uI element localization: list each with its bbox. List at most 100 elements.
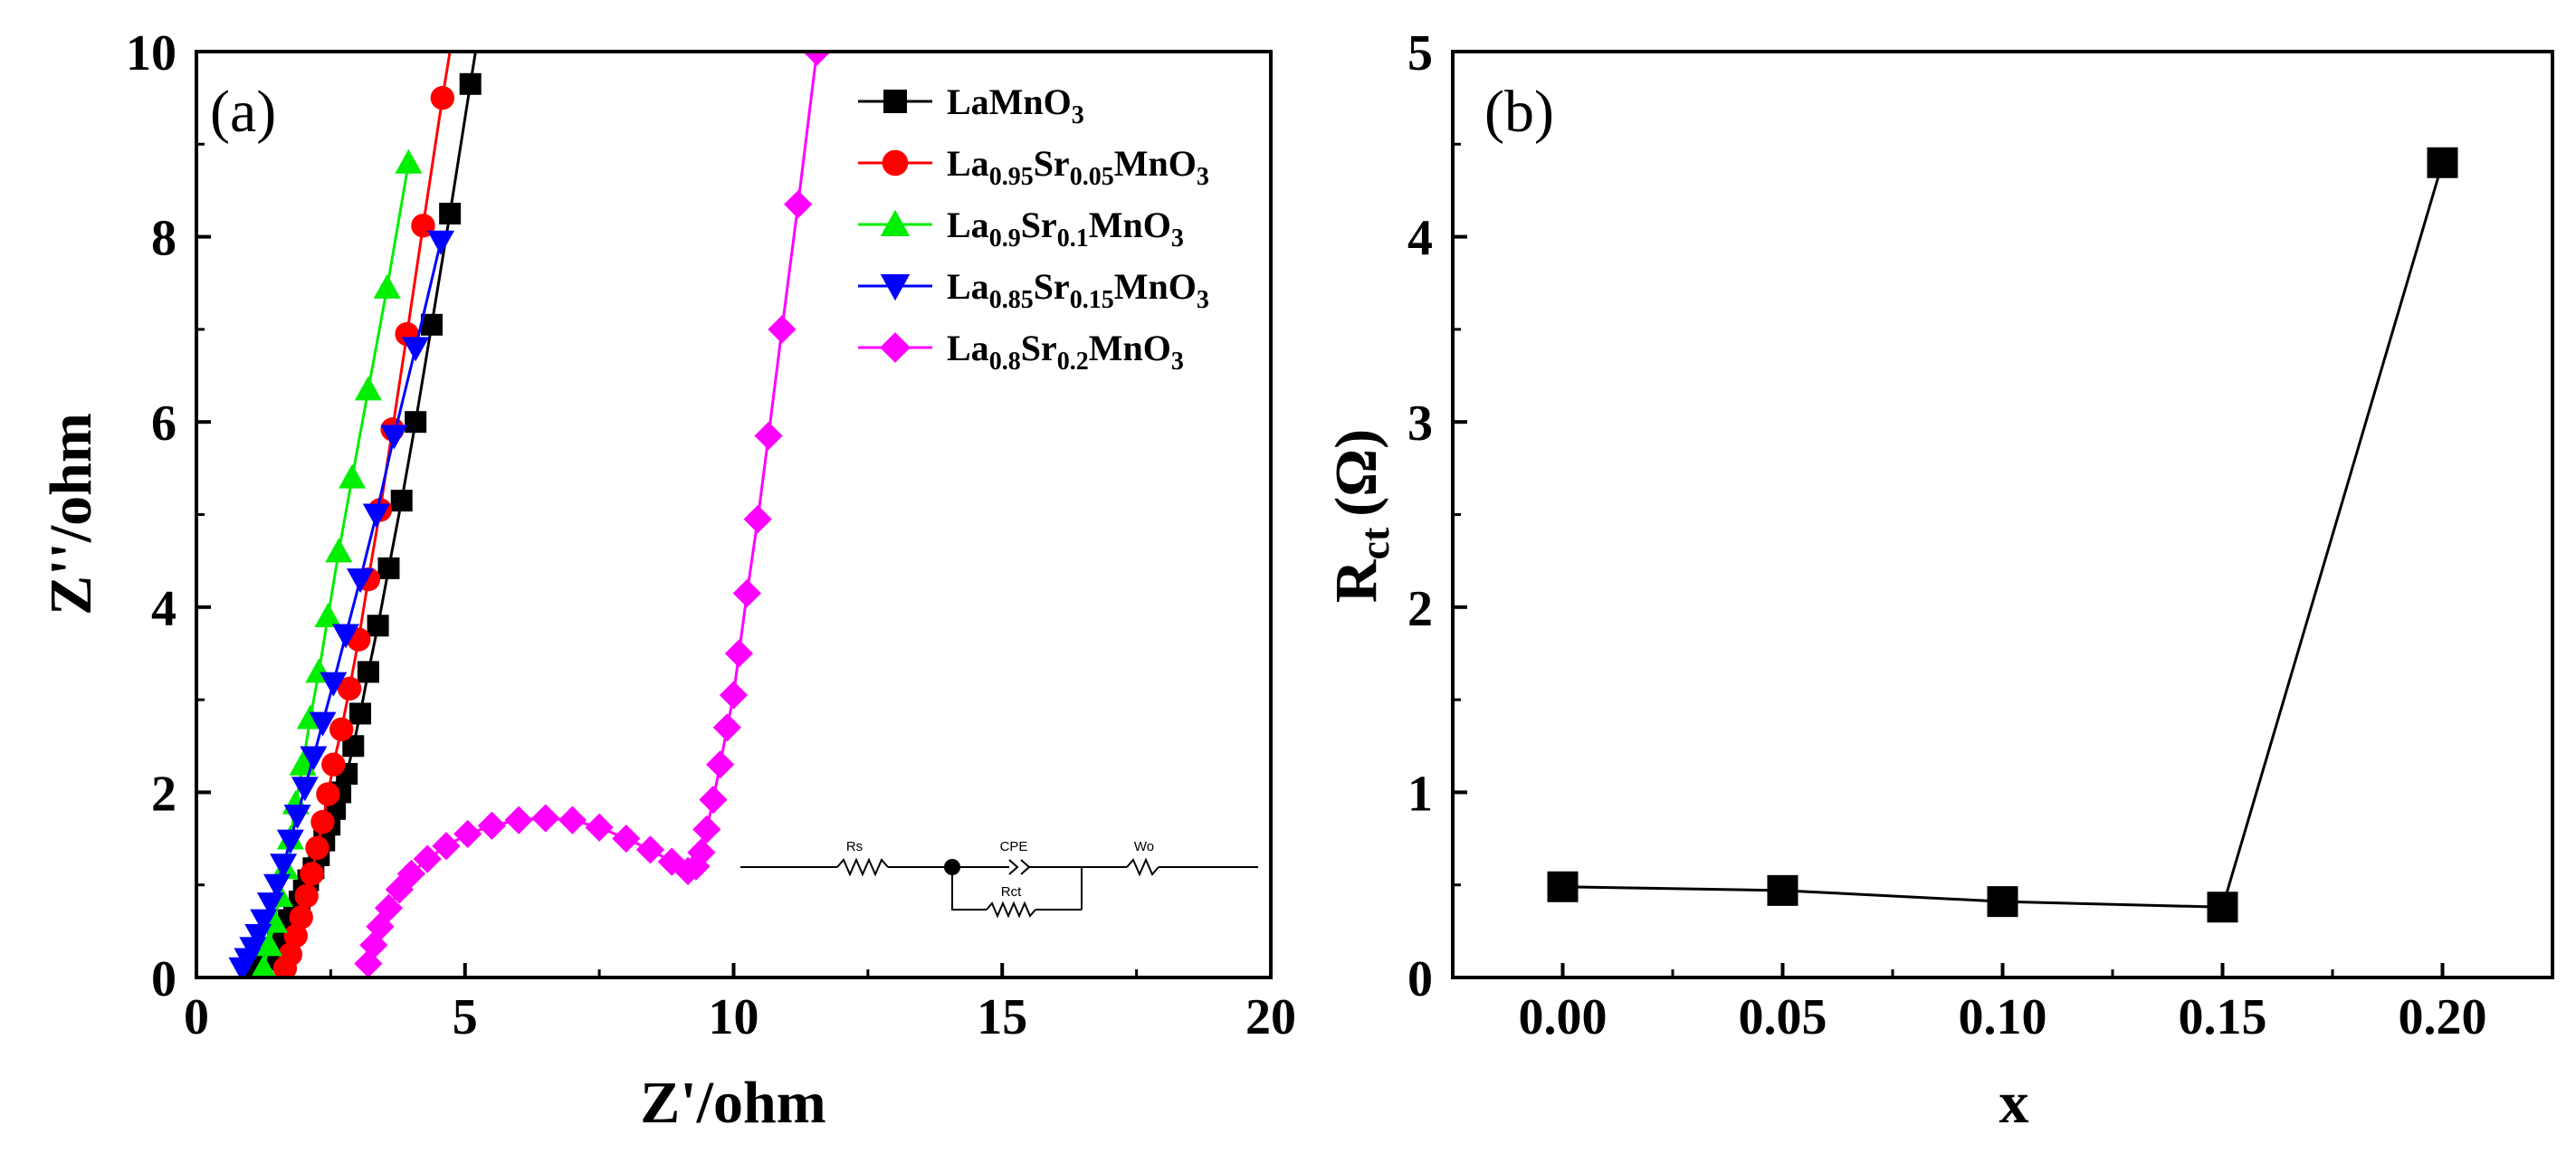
b-y-tick-label: 1 [1407,766,1433,822]
a-legend-label: La0.8Sr0.2MnO3 [947,328,1184,376]
circuit-label-cpe: CPE [1000,839,1028,854]
wo-warburg [1126,857,1159,877]
a-data-point [373,273,401,299]
b-data-point [1767,874,1798,906]
b-plot-frame [1451,50,2554,979]
a-data-point [531,804,560,833]
a-data-point [504,806,533,835]
b-y-axis-title-sub: ct [1351,527,1398,559]
a-panel-label: (a) [210,79,276,145]
a-x-tick-label: 20 [1245,989,1296,1045]
b-y-axis-title-unit: (Ω) [1323,429,1389,517]
a-y-tick-label: 0 [151,951,177,1007]
b-x-axis-title: x [1999,1070,2029,1136]
a-data-point [413,844,442,873]
a-data-point [420,313,443,336]
a-data-point [294,883,319,909]
a-y-axis-title: Z''/ohm [38,413,104,615]
a-axis-ticks: 0 5 10 15 20 0 2 4 6 8 10 [126,25,1296,1045]
a-data-point [754,421,783,451]
a-data-point [768,315,797,344]
a-data-point [385,875,414,904]
a-data-point [390,490,413,512]
a-data-point [329,717,354,742]
b-x-tick-label: 0.15 [2179,989,2267,1045]
a-data-point [712,713,741,742]
a-legend-item: La0.8Sr0.2MnO3 [858,328,1184,376]
a-data-point [263,873,291,899]
a-series-1 [272,52,455,978]
a-data-point [405,411,427,434]
a-legend-label: LaMnO3 [947,81,1084,129]
a-x-tick-label: 0 [184,989,209,1045]
a-data-point [278,942,303,967]
a-data-point [291,777,319,802]
a-data-point [430,85,455,110]
a-data-point [706,750,735,779]
a-data-point [687,838,716,867]
b-data-point [1547,871,1579,902]
b-data-point [2427,147,2458,178]
b-series-layer [1547,147,2458,923]
a-data-point [432,832,461,861]
a-y-tick-label: 4 [151,581,177,637]
a-data-point [367,615,389,637]
a-data-point [732,578,761,608]
a-y-tick-label: 8 [151,211,177,267]
a-x-axis-title: Z'/ohm [640,1070,825,1136]
a-data-point [289,905,313,930]
a-data-point [321,752,346,777]
b-data-point [1987,886,2018,918]
a-data-point [300,862,324,886]
equivalent-circuit-inset: Rs CPE Wo Rct [740,839,1258,919]
b-axis-ticks: 0.00 0.05 0.10 0.15 0.20 0 1 2 3 4 5 [1407,25,2554,1045]
b-y-tick-label: 3 [1407,396,1433,452]
b-y-tick-label: 5 [1407,25,1433,81]
a-legend: LaMnO3 La0.95Sr0.05MnO3 La0.9Sr0.1MnO3 La0.… [858,81,1209,376]
a-legend-marker [880,332,911,363]
a-legend-item: La0.85Sr0.15MnO3 [858,266,1209,314]
a-data-point [255,931,283,957]
a-data-point [380,424,408,450]
a-data-point [453,819,482,849]
a-legend-marker [883,90,907,113]
a-data-point [325,538,353,563]
a-data-point [362,503,390,529]
a-data-point [719,681,749,710]
b-data-point [2207,892,2238,923]
b-y-tick-label: 4 [1407,211,1433,267]
a-data-point [402,337,430,362]
a-data-point [377,557,400,579]
a-data-point [310,809,335,835]
a-data-point [347,568,375,594]
a-data-point [339,463,367,489]
a-series-line [262,162,410,969]
b-panel-label: (b) [1484,79,1554,145]
cpe-symbol [1020,859,1031,875]
a-data-point [251,954,277,978]
a-legend-item: La0.9Sr0.1MnO3 [858,205,1184,253]
a-legend-item: La0.95Sr0.05MnO3 [858,143,1209,191]
a-data-point [558,806,587,835]
circuit-wire [951,867,987,911]
b-x-tick-label: 0.10 [1959,989,2047,1045]
b-y-tick-label: 0 [1407,951,1433,1007]
a-data-point [276,829,304,854]
a-data-point [357,661,379,683]
rs-resistor [836,857,889,877]
a-data-point [784,190,813,219]
a-data-point [256,892,284,918]
cpe-symbol [1008,859,1019,875]
a-legend-marker [880,209,911,236]
a-series-layer [228,52,832,978]
b-x-tick-label: 0.05 [1739,989,1827,1045]
a-y-tick-label: 6 [151,396,177,452]
circuit-label-rs: Rs [846,839,863,854]
panel-a-nyquist-plot: Rs CPE Wo Rct 0 5 10 15 20 0 2 4 6 8 10 (a) LaMnO3 La0… [38,25,1296,1136]
a-data-point [354,949,383,978]
a-data-point [309,711,337,737]
a-x-tick-label: 10 [709,989,759,1045]
a-data-point [724,639,754,668]
circuit-label-wo: Wo [1134,839,1154,854]
a-y-tick-label: 2 [151,766,177,822]
